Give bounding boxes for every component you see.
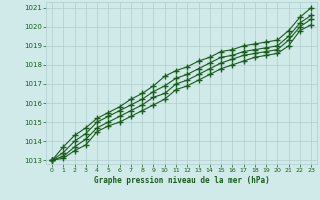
- X-axis label: Graphe pression niveau de la mer (hPa): Graphe pression niveau de la mer (hPa): [94, 176, 269, 185]
